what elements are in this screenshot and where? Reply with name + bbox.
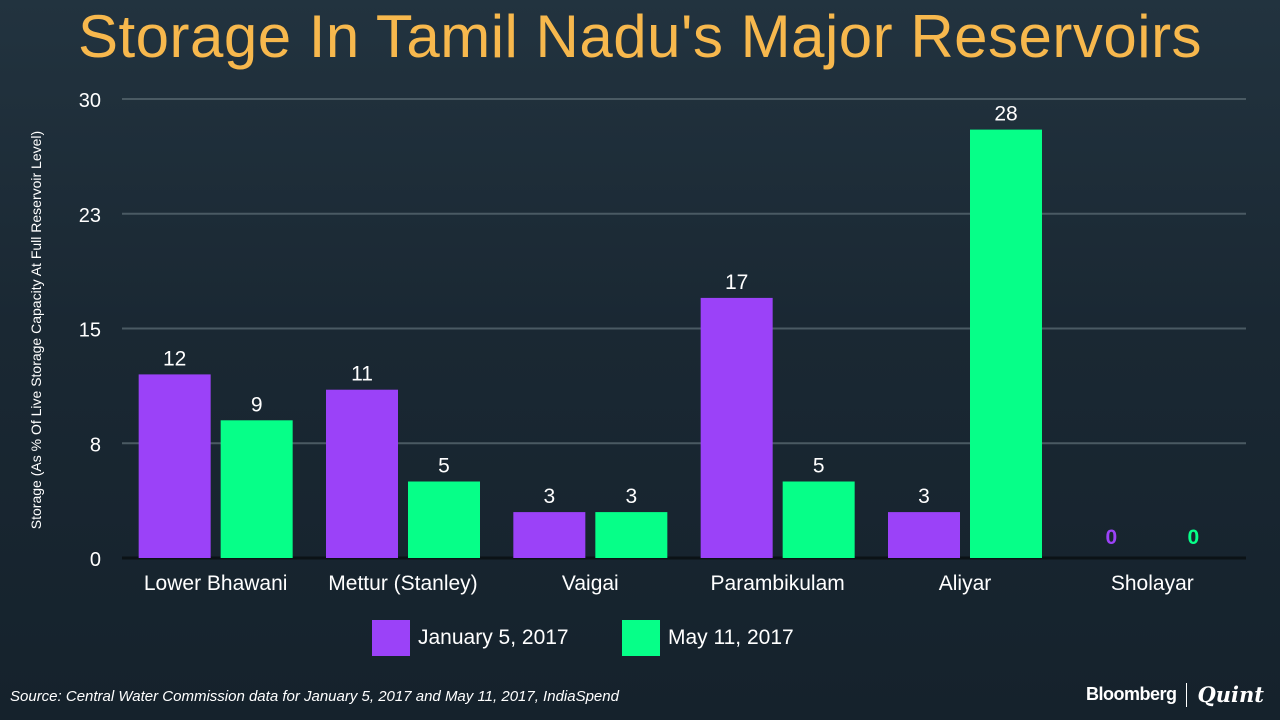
x-tick-label: Aliyar [939, 572, 992, 595]
y-tick-label: 8 [90, 434, 101, 456]
data-label: 12 [163, 347, 186, 370]
y-tick-label: 15 [79, 320, 101, 342]
data-label: 11 [351, 363, 373, 386]
y-tick-label: 23 [79, 205, 101, 227]
legend-item-may: May 11, 2017 [622, 620, 794, 656]
bar-jan [888, 512, 960, 558]
data-label: 5 [438, 455, 450, 478]
x-tick-label: Sholayar [1111, 572, 1194, 595]
bar-may [408, 481, 480, 558]
data-label: 3 [918, 485, 930, 508]
data-label: 28 [994, 103, 1017, 126]
bar-jan [138, 374, 211, 558]
data-label: 0 [1187, 526, 1199, 549]
bar-may [782, 481, 855, 558]
y-tick-label: 30 [79, 90, 101, 112]
data-label: 17 [725, 271, 748, 294]
legend-swatch-jan [372, 620, 410, 656]
bar-may [595, 512, 668, 558]
legend-swatch-may [622, 620, 660, 656]
chart-title: Storage In Tamil Nadu's Major Reservoirs [77, 3, 1203, 70]
legend-label-jan: January 5, 2017 [418, 626, 569, 649]
data-label: 5 [813, 455, 825, 478]
bar-jan [513, 512, 586, 558]
x-tick-label: Lower Bhawani [144, 572, 288, 595]
x-tick-label: Parambikulam [711, 572, 845, 595]
x-tick-label: Mettur (Stanley) [328, 572, 477, 595]
brand-primary: Bloomberg [1085, 684, 1177, 704]
bar-may [220, 420, 293, 558]
source-note: Source: Central Water Commission data fo… [10, 688, 619, 705]
bar-may [970, 129, 1042, 558]
data-label: 0 [1105, 526, 1117, 549]
y-tick-label: 0 [90, 549, 101, 571]
brand-secondary: Quint [1197, 682, 1264, 707]
data-label: 9 [251, 393, 263, 416]
brand-logo: Bloomberg Quint [1086, 682, 1264, 707]
x-tick-label: Vaigai [562, 572, 619, 595]
bar-jan [700, 297, 773, 558]
data-label: 3 [543, 485, 555, 508]
legend-label-may: May 11, 2017 [668, 626, 794, 649]
legend-item-jan: January 5, 2017 [372, 620, 569, 656]
data-label: 3 [625, 485, 637, 508]
bar-jan [326, 389, 398, 558]
brand-divider [1186, 682, 1188, 707]
